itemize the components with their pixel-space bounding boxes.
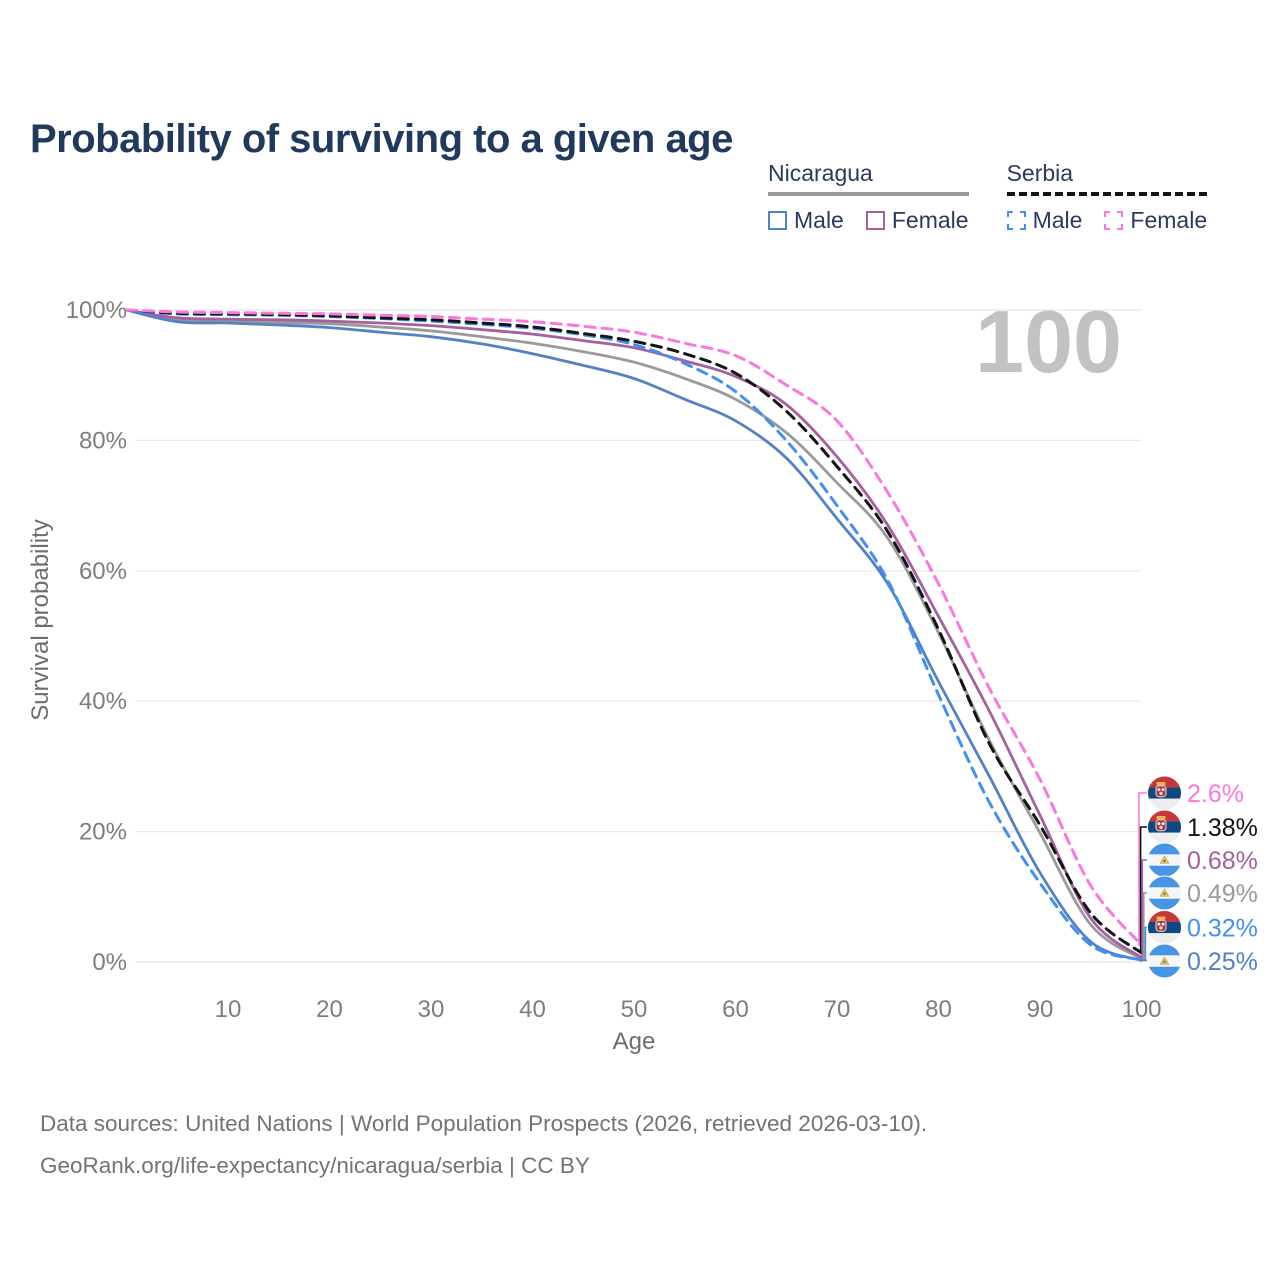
label-connector-nicaragua-male bbox=[1141, 959, 1148, 962]
footer-attribution-link[interactable]: GeoRank.org/life-expectancy/nicaragua/se… bbox=[40, 1152, 590, 1178]
data-sources-note: Data sources: United Nations | World Pop… bbox=[40, 1111, 928, 1136]
label-connector-nicaragua-female bbox=[1141, 859, 1147, 959]
serbia-flag-icon bbox=[1147, 809, 1182, 845]
curve-serbia-male[interactable] bbox=[125, 308, 1143, 962]
nicaragua-line-style-sample bbox=[768, 192, 969, 196]
serbia-flag-icon bbox=[1147, 910, 1182, 945]
label-connector-serbia-both bbox=[1139, 826, 1147, 954]
nicaragua-flag-icon bbox=[1147, 943, 1182, 979]
legend-label: Male bbox=[794, 207, 844, 233]
curve-nicaragua-male[interactable] bbox=[125, 308, 1143, 962]
age-counter-watermark: 100 bbox=[975, 292, 1122, 391]
serbia-flag-stripes bbox=[1147, 910, 1182, 945]
nicaragua-flag-icon bbox=[1147, 875, 1182, 911]
end-value-serbia-both[interactable]: 1.38% bbox=[1187, 814, 1258, 842]
footer: Data sources: United Nations | World Pop… bbox=[40, 1103, 927, 1186]
x-tick-70: 70 bbox=[824, 996, 851, 1023]
legend-item-serbia-female[interactable]: Female bbox=[1104, 207, 1207, 234]
y-tick-100: 100% bbox=[66, 297, 127, 324]
y-tick-40: 40% bbox=[79, 688, 127, 715]
end-value-serbia-male[interactable]: 0.32% bbox=[1187, 915, 1258, 943]
x-tick-20: 20 bbox=[316, 996, 343, 1023]
x-axis-title: Age bbox=[613, 1028, 656, 1055]
serbia-flag-stripes bbox=[1147, 810, 1182, 844]
x-tick-40: 40 bbox=[519, 996, 546, 1023]
y-tick-0: 0% bbox=[92, 949, 127, 976]
end-value-nicaragua-female[interactable]: 0.68% bbox=[1187, 847, 1258, 875]
x-tick-30: 30 bbox=[418, 996, 445, 1023]
legend-checkbox-female[interactable] bbox=[1104, 211, 1124, 230]
curve-serbia-female[interactable] bbox=[125, 308, 1143, 947]
y-tick-60: 60% bbox=[79, 558, 127, 585]
serbia-flag-icon bbox=[1147, 775, 1182, 811]
x-tick-10: 10 bbox=[215, 996, 242, 1023]
legend-item-nicaragua-male[interactable]: Male bbox=[768, 207, 844, 234]
curve-nicaragua-female[interactable] bbox=[125, 308, 1143, 959]
legend-group-serbia: Serbia Male Female bbox=[1006, 160, 1208, 234]
legend-checkbox-female[interactable] bbox=[865, 211, 885, 230]
y-tick-20: 20% bbox=[79, 819, 127, 846]
x-tick-100: 100 bbox=[1121, 996, 1161, 1023]
y-tick-80: 80% bbox=[79, 427, 127, 454]
legend-country-serbia[interactable]: Serbia bbox=[1006, 160, 1074, 186]
nicaragua-flag-stripes bbox=[1147, 944, 1182, 978]
legend-checkbox-male[interactable] bbox=[1006, 211, 1026, 230]
end-value-nicaragua-both[interactable]: 0.49% bbox=[1187, 880, 1258, 908]
label-connector-nicaragua-both bbox=[1141, 892, 1147, 960]
serbia-line-style-sample bbox=[1006, 192, 1208, 196]
serbia-flag-stripes bbox=[1147, 776, 1182, 810]
x-tick-90: 90 bbox=[1027, 996, 1054, 1023]
legend-label: Female bbox=[891, 207, 969, 233]
legend-checkbox-male[interactable] bbox=[768, 211, 787, 230]
nicaragua-flag-stripes bbox=[1147, 843, 1182, 877]
x-tick-60: 60 bbox=[722, 996, 749, 1023]
page-title: Probability of surviving to a given age bbox=[30, 116, 733, 161]
legend: Nicaragua Male Female Serbia Male Female bbox=[768, 160, 1208, 234]
legend-label: Female bbox=[1130, 207, 1208, 233]
legend-item-nicaragua-female[interactable]: Female bbox=[865, 207, 969, 234]
legend-group-nicaragua: Nicaragua Male Female bbox=[768, 160, 969, 234]
end-value-nicaragua-male[interactable]: 0.25% bbox=[1187, 948, 1258, 976]
end-value-serbia-female[interactable]: 2.6% bbox=[1187, 780, 1244, 808]
y-axis-title: Survival probability bbox=[27, 519, 54, 720]
legend-country-nicaragua[interactable]: Nicaragua bbox=[768, 160, 873, 186]
curve-nicaragua-both[interactable] bbox=[125, 308, 1143, 961]
legend-label: Male bbox=[1032, 207, 1083, 233]
x-tick-50: 50 bbox=[621, 996, 648, 1023]
nicaragua-flag-icon bbox=[1147, 842, 1182, 878]
legend-item-serbia-male[interactable]: Male bbox=[1006, 207, 1083, 234]
curve-serbia-both[interactable] bbox=[125, 308, 1143, 955]
x-tick-80: 80 bbox=[925, 996, 952, 1023]
nicaragua-flag-stripes bbox=[1147, 876, 1182, 910]
